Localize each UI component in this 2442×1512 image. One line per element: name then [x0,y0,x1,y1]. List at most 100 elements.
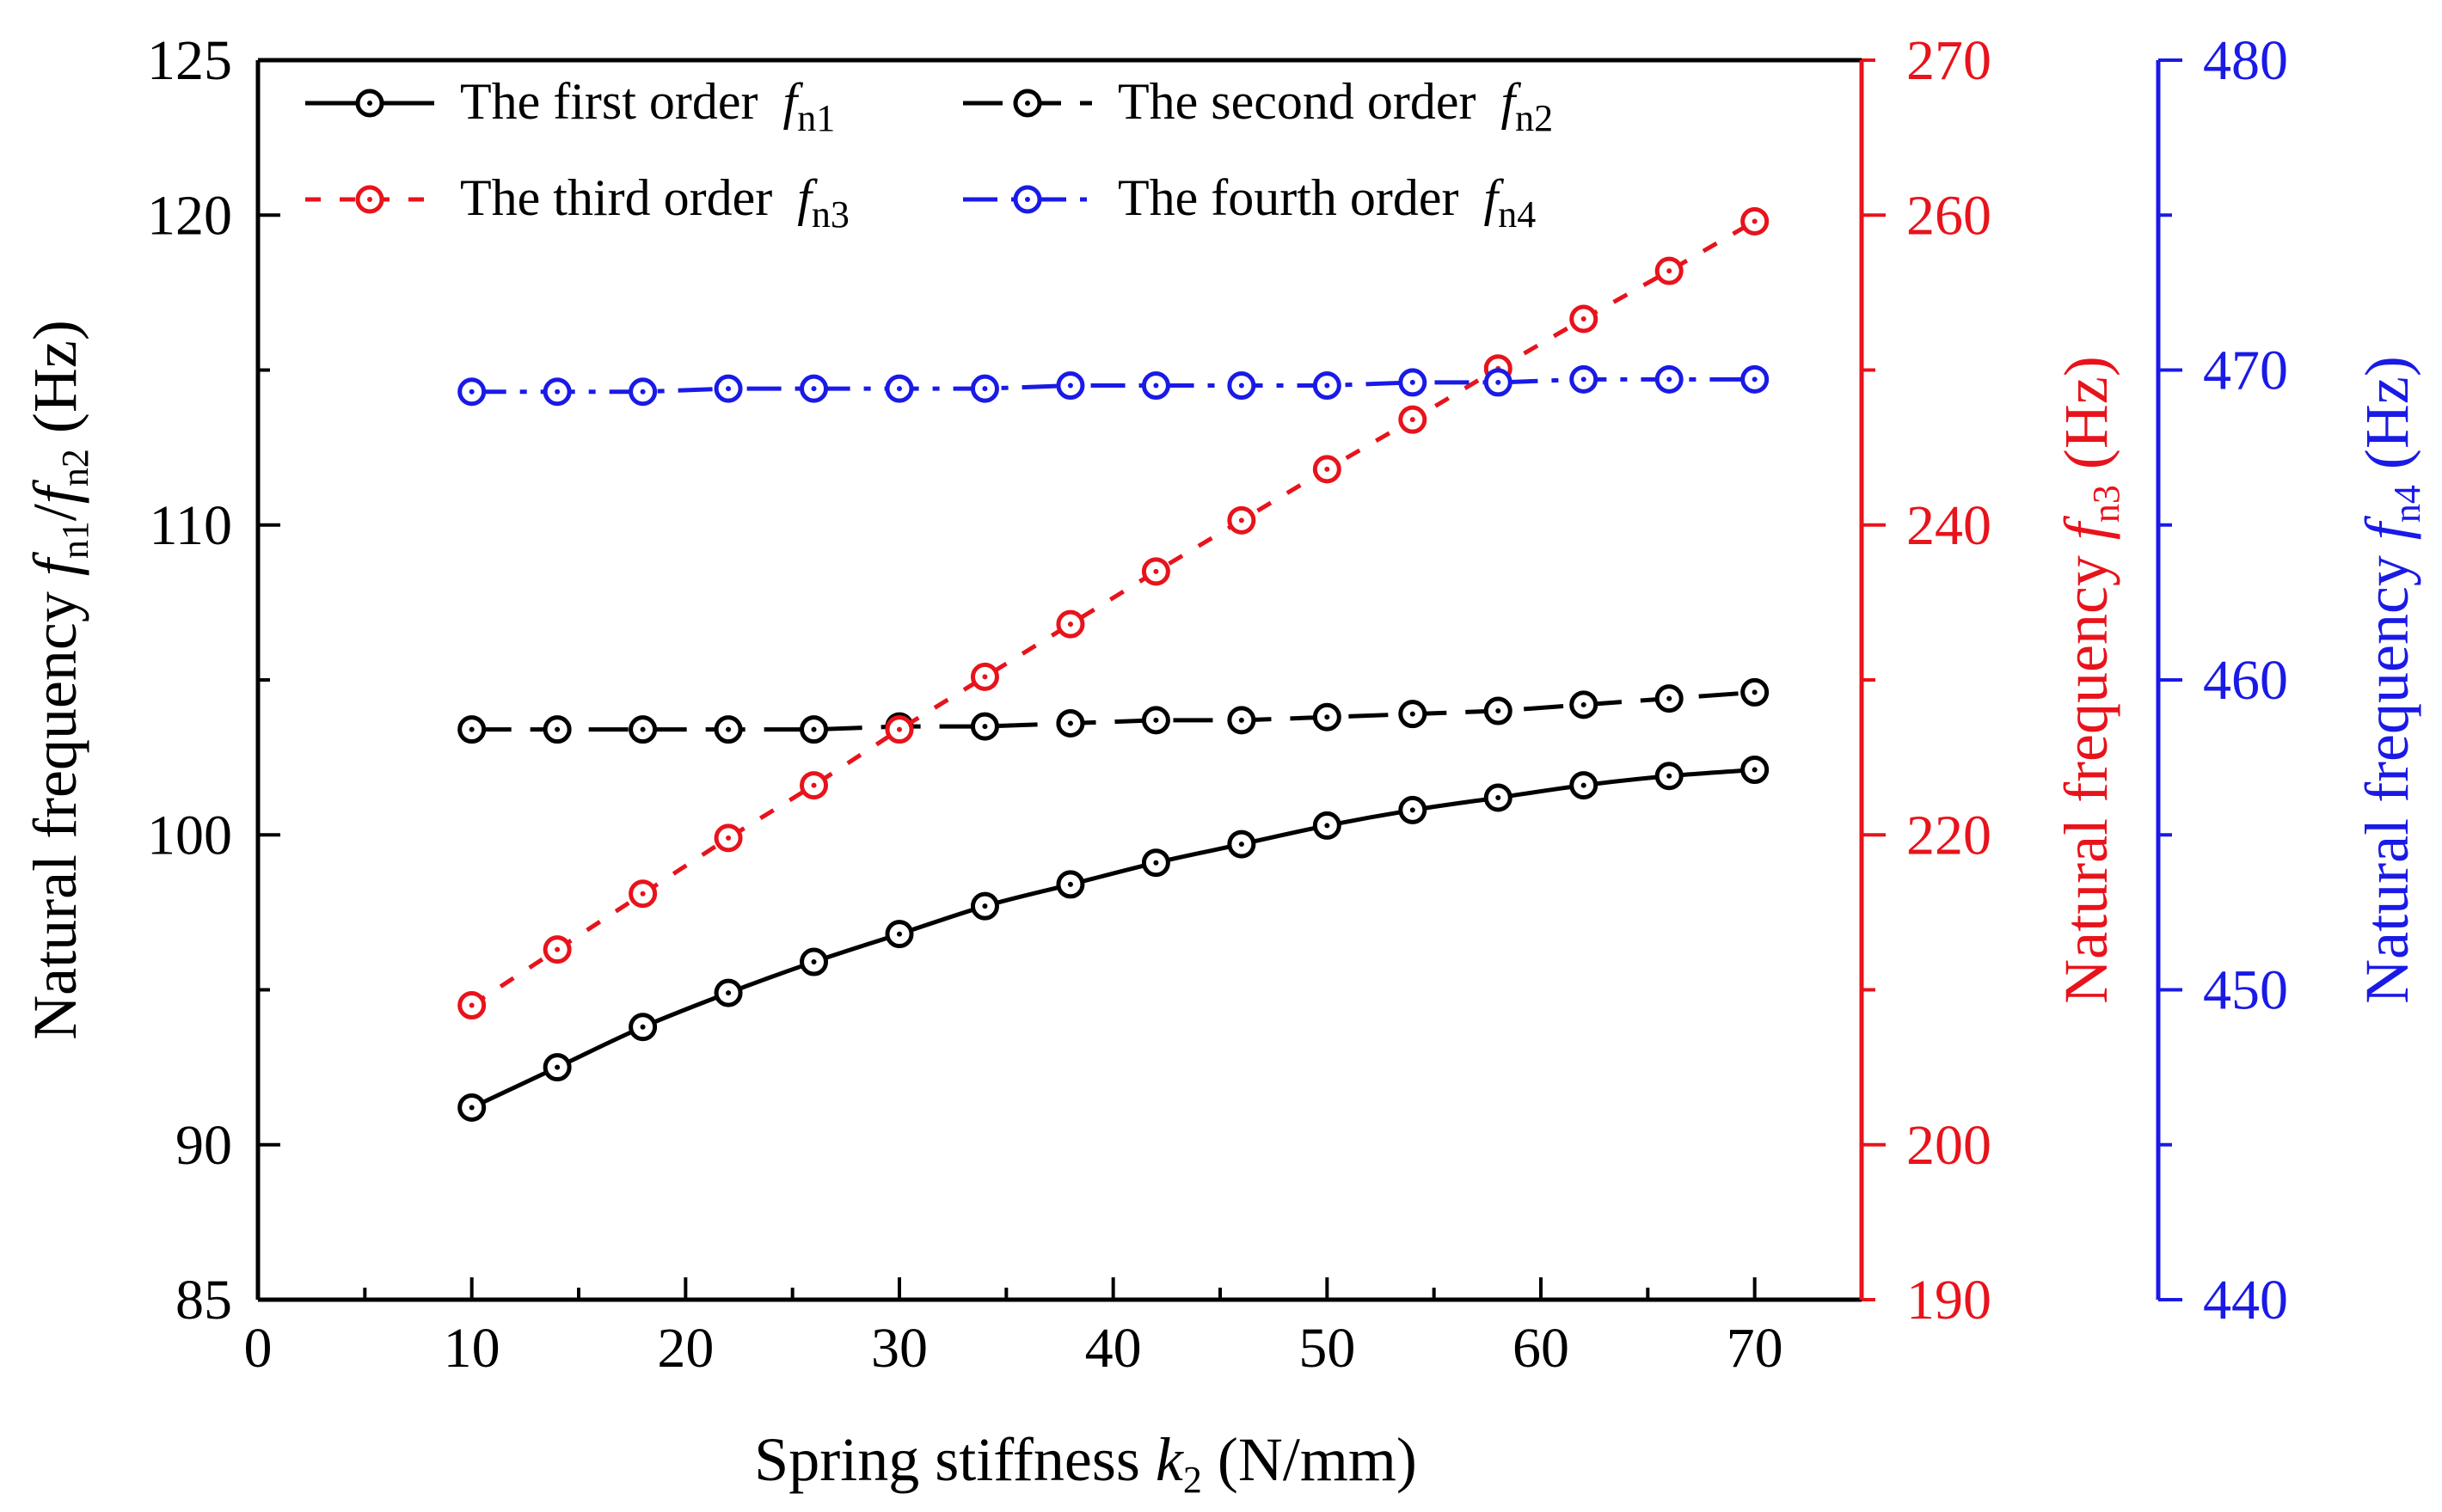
x-tick-label: 10 [444,1317,500,1380]
legend-item-fn1: The first order fn1 [305,73,835,139]
y-right2-tick-label: 450 [2203,959,2288,1022]
data-point-center-fn2 [469,726,475,732]
series-line-fn2 [471,689,1755,732]
data-point-center-fn1 [811,959,817,965]
data-point-center-fn1 [726,990,732,996]
data-point-center-fn4 [1238,383,1244,389]
series-fn2 [457,677,1770,744]
y-left-tick-label: 125 [147,29,232,92]
legend-label-fn1: The first order fn1 [460,73,835,139]
x-tick-label: 20 [657,1317,714,1380]
y-left-title-sub1: n1 [54,521,96,559]
data-point-center-fn2 [1666,695,1672,701]
y-right1-tick-label: 200 [1906,1114,1991,1177]
axes: 0 10 20 30 40 50 60 70 85 90 100 110 120 125 190 200 220… [21,29,2428,1501]
y-left-axis-title: Natural frequency fn1/fn2 (Hz) [21,320,96,1040]
data-point-center-fn2 [1153,717,1159,723]
series-layer [457,206,1770,1122]
data-point-center-fn3 [811,782,817,788]
data-point-center-fn2 [640,726,646,732]
data-point-center-fn2 [1409,711,1415,717]
y-right1-title-sub: n3 [2085,485,2127,523]
legend-label-fn2: The second order fn2 [1118,73,1553,139]
y-right1-tick-label: 270 [1906,29,1991,92]
legend-marker-center-fn3 [367,197,372,202]
data-point-center-fn4 [897,386,902,392]
y-left-tick-label: 120 [147,184,232,247]
series-line-fn1 [470,768,1755,1110]
data-point-center-fn3 [469,1002,475,1008]
data-point-center-fn4 [726,386,732,392]
x-axis-title: Spring stiffness k2 (N/mm) [754,1425,1417,1501]
x-axis-title-var: k [1156,1425,1185,1494]
legend-sub-fn3: n3 [812,193,850,236]
y-right1-tick-label: 190 [1906,1269,1991,1331]
series-fn4 [457,364,1770,407]
y-right1-axis-title: Natural frequency fn3 (Hz) [2052,356,2127,1004]
y-right2-tick-label: 440 [2203,1269,2288,1331]
data-point-center-fn4 [1067,383,1073,389]
data-point-center-fn3 [640,891,646,897]
data-point-center-fn4 [1580,376,1586,383]
data-point-center-fn1 [469,1105,475,1111]
data-point-center-fn3 [982,674,988,680]
x-axis-title-text: Spring stiffness [754,1425,1156,1494]
data-point-center-fn1 [982,903,988,909]
legend-sub-fn2: n2 [1515,97,1553,139]
data-point-center-fn1 [1324,823,1330,829]
data-point-center-fn1 [1495,794,1501,800]
x-tick-label: 0 [244,1317,273,1380]
y-left-title-unit: (Hz) [21,320,89,449]
data-point-center-fn2 [726,726,732,732]
y-right1-tick-label: 220 [1906,804,1991,866]
data-point-center-fn1 [1067,881,1073,887]
data-point-center-fn3 [1580,316,1586,322]
data-point-center-fn4 [1324,383,1330,389]
data-point-center-fn4 [982,386,988,392]
y-right1-title-unit: (Hz) [2052,356,2120,485]
y-right2-tick-label: 470 [2203,340,2288,402]
y-right1-tick-label: 240 [1906,494,1991,557]
x-tick-label: 30 [871,1317,928,1380]
data-point-center-fn1 [1153,860,1159,866]
y-right2-tick-label: 460 [2203,649,2288,712]
data-point-center-fn3 [1153,568,1159,574]
y-right1-title-text: Natural frequency [2052,540,2120,1004]
data-point-center-fn3 [555,946,561,952]
y-left-tick-label: 100 [147,804,232,866]
data-point-center-fn2 [1580,701,1586,707]
data-point-center-fn1 [1752,767,1758,773]
y-right1-tick-label: 260 [1906,184,1991,247]
y-right2-title-unit: (Hz) [2353,356,2421,485]
data-point-center-fn3 [1238,517,1244,523]
legend-label-fn4: The fourth order fn4 [1118,169,1536,236]
data-point-center-fn2 [1067,720,1073,726]
data-point-center-fn2 [1752,689,1758,695]
y-left-tick-label: 110 [149,494,232,557]
x-tick-label: 50 [1298,1317,1355,1380]
data-point-center-fn1 [1238,842,1244,848]
data-point-center-fn2 [1495,708,1501,714]
data-point-center-fn2 [1324,714,1330,720]
legend-sub-fn1: n1 [797,97,835,139]
data-point-center-fn4 [640,389,646,395]
data-point-center-fn4 [1409,379,1415,385]
y-right2-tick-label: 480 [2203,29,2288,92]
data-point-center-fn4 [1495,379,1501,385]
y-left-tick-label: 85 [175,1269,232,1331]
data-point-center-fn3 [1752,218,1758,224]
data-point-center-fn3 [1666,268,1672,274]
y-left-title-sep: / [21,504,89,521]
data-point-center-fn2 [1238,717,1244,723]
data-point-center-fn1 [1580,782,1586,788]
legend-marker-center-fn4 [1025,197,1030,202]
data-point-center-fn1 [555,1064,561,1070]
data-point-center-fn2 [982,724,988,730]
series-line-fn3 [470,219,1756,1007]
legend-marker-center-fn2 [1025,101,1030,106]
legend-text-fn3: The third order [460,169,785,226]
legend-text-fn4: The fourth order [1118,169,1472,226]
data-point-center-fn2 [811,726,817,732]
x-tick-label: 70 [1727,1317,1783,1380]
data-point-center-fn4 [1666,376,1672,383]
